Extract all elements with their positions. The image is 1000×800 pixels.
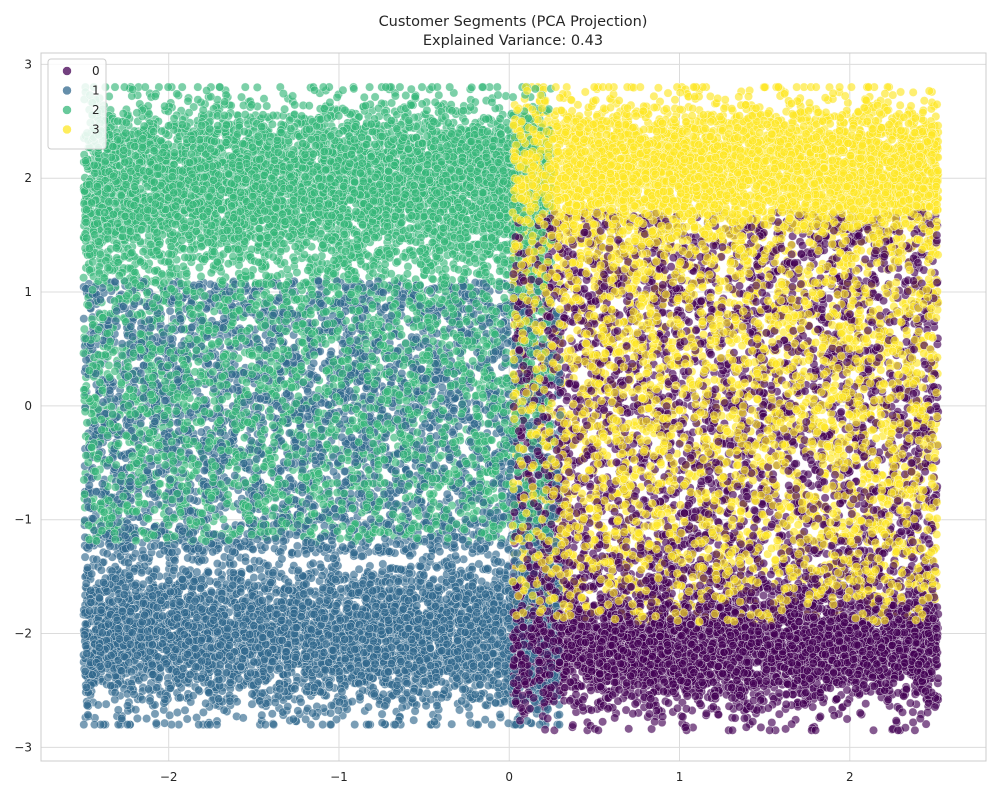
data-point	[370, 92, 380, 102]
data-point	[237, 92, 246, 102]
data-point	[182, 714, 192, 724]
points	[79, 82, 943, 735]
data-point	[480, 715, 490, 725]
data-point	[436, 451, 446, 461]
data-point	[365, 82, 375, 92]
data-point	[172, 708, 182, 717]
data-point	[80, 552, 90, 562]
data-point	[240, 82, 250, 92]
data-point	[464, 710, 474, 720]
data-point	[177, 82, 187, 92]
data-point	[395, 82, 405, 92]
data-point	[120, 82, 129, 92]
chart-subtitle: Explained Variance: 0.43	[423, 33, 603, 49]
data-point	[269, 720, 279, 730]
data-point	[318, 720, 328, 730]
data-point	[359, 92, 369, 102]
data-point	[252, 82, 262, 92]
data-point	[249, 573, 259, 583]
data-point	[326, 708, 336, 718]
data-point	[492, 82, 502, 92]
data-point	[554, 710, 564, 720]
chart-title: Customer Segments (PCA Projection)	[379, 14, 648, 30]
data-point	[196, 272, 206, 281]
